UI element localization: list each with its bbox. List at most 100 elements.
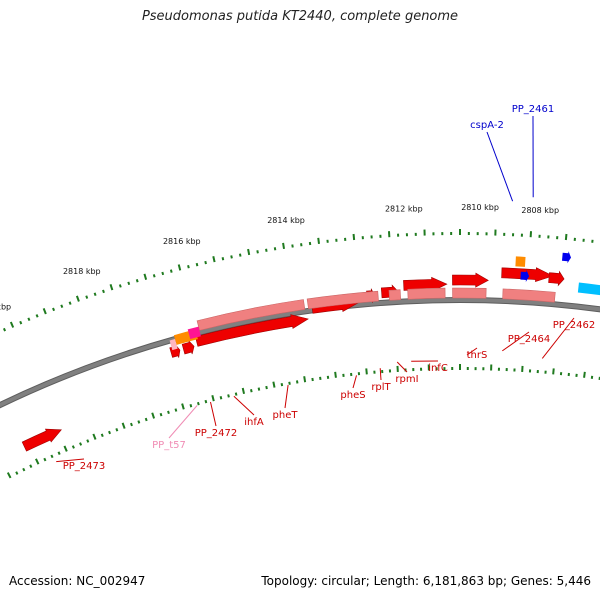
outer-tick — [27, 317, 31, 322]
inner-tick — [115, 428, 119, 432]
inner-tick — [583, 371, 586, 378]
leader-line — [210, 401, 217, 427]
inner-tick — [204, 399, 208, 404]
map-title: Pseudomonas putida KT2440, complete geno… — [141, 9, 459, 24]
inner-tick — [334, 371, 337, 378]
cds-bar — [196, 299, 306, 331]
inner-tick-track — [6, 364, 600, 479]
cds-bar — [306, 290, 379, 310]
inner-tick — [35, 458, 40, 465]
scale-label: 2810 kbp — [461, 203, 499, 212]
outer-tick — [152, 274, 156, 278]
inner-tick — [151, 412, 156, 419]
leader-line — [56, 458, 85, 463]
outer-tick — [143, 273, 148, 280]
outer-tick — [93, 292, 97, 296]
outer-tick — [195, 262, 199, 267]
inner-tick — [71, 445, 75, 449]
inner-tick — [100, 433, 104, 438]
inner-tick — [227, 394, 230, 398]
inner-tick — [108, 430, 111, 435]
inner-tick — [50, 454, 54, 459]
inner-tick — [288, 381, 291, 385]
inner-tick — [234, 392, 238, 396]
outer-tick — [35, 314, 39, 318]
outer-tick — [282, 242, 285, 250]
feature-label: pheT — [273, 410, 299, 421]
feature-label: cspA-2 — [470, 120, 504, 131]
feature-label: PP_t57 — [152, 440, 186, 451]
outer-tick — [169, 269, 173, 273]
scale-label: 2812 kbp — [385, 204, 423, 213]
outer-tick — [75, 295, 80, 302]
feature-label: pheS — [340, 390, 365, 401]
scale-label: 2814 kbp — [267, 216, 305, 225]
feature-shapes — [21, 251, 600, 452]
genome-backbone — [0, 297, 600, 409]
inner-tick — [250, 389, 253, 393]
outer-tick — [238, 253, 242, 257]
inner-tick — [130, 422, 133, 427]
outer-tick — [161, 271, 165, 276]
cds-bar — [502, 288, 556, 303]
outer-tick — [127, 281, 131, 286]
outer-tick — [221, 257, 225, 261]
repeat-block — [577, 282, 600, 296]
inner-tick — [265, 385, 268, 390]
gene-arrow — [452, 272, 489, 288]
feature-label: infC — [428, 363, 448, 374]
inner-tick — [144, 417, 148, 422]
outer-tick — [135, 279, 139, 283]
cds-bar — [388, 289, 402, 301]
leader-line — [541, 317, 575, 359]
outer-tick — [247, 248, 251, 256]
feature-label: PP_2473 — [63, 461, 106, 472]
outer-tick — [256, 250, 259, 254]
inner-tick — [86, 439, 90, 443]
outer-tick — [212, 256, 216, 263]
leader-line — [352, 375, 357, 389]
outer-tick — [9, 321, 15, 328]
outer-tick — [177, 264, 182, 271]
inner-tick — [167, 410, 170, 415]
outer-tick — [52, 307, 56, 312]
gene-arrow — [548, 270, 565, 287]
leader-line — [168, 405, 198, 439]
inner-tick — [174, 408, 178, 412]
inner-tick — [137, 420, 141, 424]
inner-tick — [181, 403, 185, 410]
outer-tick — [317, 237, 320, 244]
inner-tick — [211, 395, 215, 402]
feature-label: PP_2461 — [512, 104, 555, 115]
inner-tick — [159, 412, 163, 417]
outer-tick — [564, 233, 568, 241]
cds-bar — [407, 287, 446, 300]
cds-bar — [452, 287, 487, 299]
cspA-block — [515, 256, 526, 267]
outer-tick — [118, 284, 122, 288]
inner-tick — [280, 382, 284, 387]
gene-arrow — [181, 340, 195, 355]
inner-tick — [22, 467, 26, 472]
outer-tick — [109, 284, 114, 291]
gene-arrow — [21, 428, 62, 452]
scale-labels: 2808 kbp 2810 kbp 2812 kbp 2814 kbp 2816 kbp… — [0, 203, 559, 311]
feature-label: rplT — [371, 382, 391, 393]
gene-arrow — [194, 314, 309, 347]
outer-tick — [68, 301, 72, 305]
outer-tick — [352, 233, 356, 241]
inner-tick — [57, 451, 61, 455]
outer-tick — [265, 248, 268, 252]
outer-tick — [85, 295, 89, 299]
inner-tick — [79, 442, 83, 446]
inner-tick — [189, 404, 193, 408]
accession-text: Accession: NC_002947 — [9, 574, 146, 588]
inner-tick — [43, 457, 47, 462]
misc-arrow — [561, 251, 572, 264]
inner-tick — [241, 387, 246, 395]
outer-tick — [204, 260, 207, 265]
backbone-line — [0, 298, 600, 408]
feature-label: PP_2472 — [195, 428, 238, 439]
